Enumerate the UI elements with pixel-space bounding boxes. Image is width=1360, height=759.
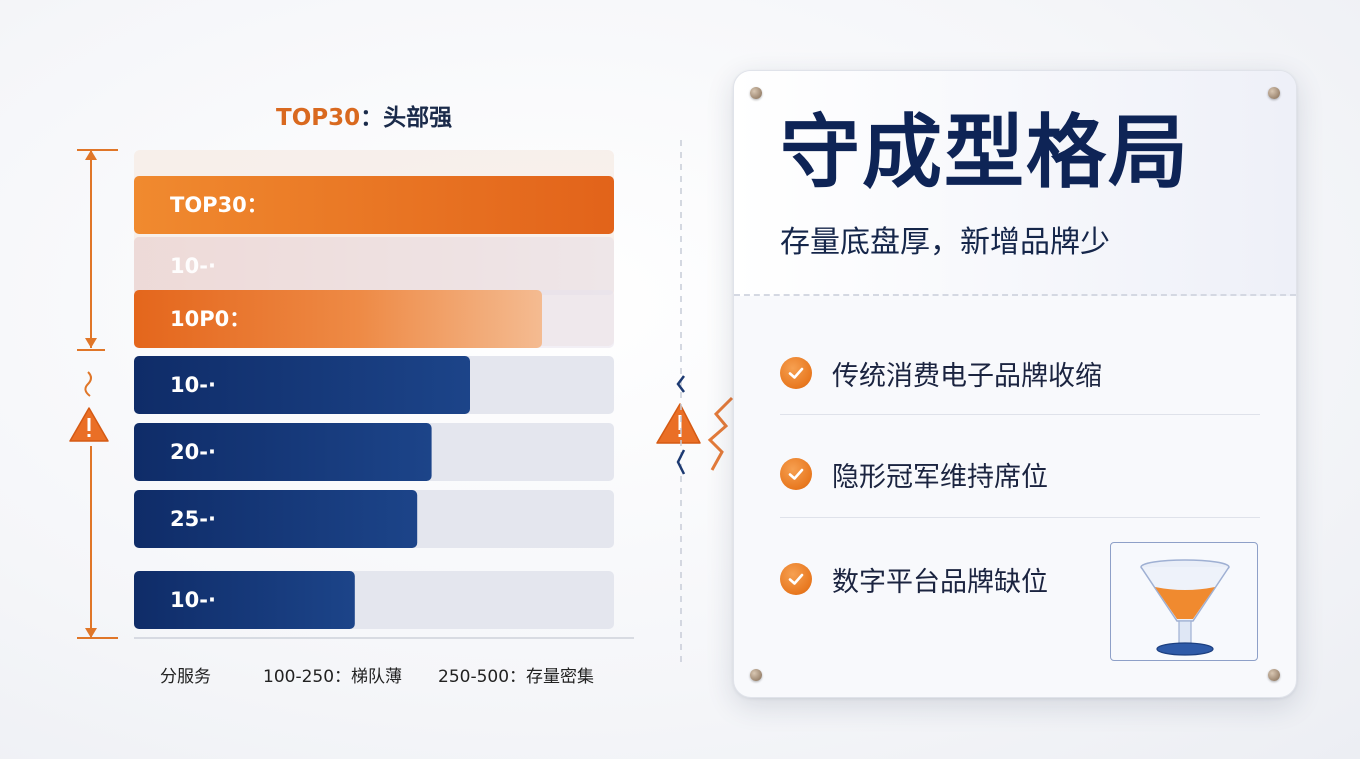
card-header — [734, 71, 1296, 296]
list-item: 传统消费电子品牌收缩 — [780, 351, 1260, 395]
bar — [134, 356, 470, 414]
bar-label: 10-· — [170, 373, 216, 397]
divider — [780, 414, 1260, 415]
check-icon — [780, 357, 812, 389]
x-label: 100-250：梯队薄 — [263, 667, 403, 687]
left-bracket — [77, 149, 118, 639]
list-item: 隐形冠军维持席位 — [780, 452, 1260, 496]
screw-icon — [1268, 669, 1280, 681]
check-icon — [780, 458, 812, 490]
bar — [134, 490, 418, 548]
bar — [134, 423, 432, 481]
check-icon — [780, 563, 812, 595]
list-item: 数字平台品牌缺位 — [780, 557, 1260, 601]
divider — [780, 517, 1260, 518]
bar-label: 10P0： — [170, 307, 251, 331]
bar-label: 10-· — [170, 254, 216, 278]
crack-decoration — [676, 375, 685, 393]
bar — [134, 290, 542, 348]
bar-label: 20-· — [170, 440, 216, 464]
chart-title-accent: TOP30 — [276, 105, 361, 131]
card-title: 守成型格局 — [780, 106, 1190, 199]
screw-icon — [750, 87, 762, 99]
screw-icon — [1268, 87, 1280, 99]
illustration-box — [1110, 542, 1258, 661]
warning-icon — [69, 407, 109, 442]
crack-decoration — [676, 449, 686, 475]
chart-title-rest: ：头部强 — [360, 105, 453, 131]
cocktail-glass-icon — [1140, 559, 1230, 656]
list-item-label: 传统消费电子品牌收缩 — [832, 360, 1102, 392]
warning-icon — [656, 403, 701, 444]
list-item-label: 隐形冠军维持席位 — [832, 461, 1048, 493]
x-label: 分服务 — [160, 667, 211, 687]
left-bracket-arrows — [84, 150, 97, 638]
bar — [134, 176, 614, 234]
card-subtitle: 存量底盘厚，新增品牌少 — [780, 225, 1110, 260]
bar-label: 10-· — [170, 588, 216, 612]
bar — [134, 571, 355, 629]
x-label: 250-500：存量密集 — [438, 667, 595, 687]
chart-title: TOP30：头部强 — [276, 98, 452, 132]
bars-layer — [134, 176, 614, 629]
screw-icon — [750, 669, 762, 681]
bar-track — [134, 237, 614, 295]
bar-label: TOP30： — [170, 193, 268, 217]
summary-card: 守成型格局 存量底盘厚，新增品牌少 传统消费电子品牌收缩 隐形冠军维持席位 数字… — [733, 70, 1297, 698]
list-item-label: 数字平台品牌缺位 — [832, 566, 1048, 598]
crack-decoration — [707, 396, 734, 471]
bar-label: 25-· — [170, 507, 216, 531]
